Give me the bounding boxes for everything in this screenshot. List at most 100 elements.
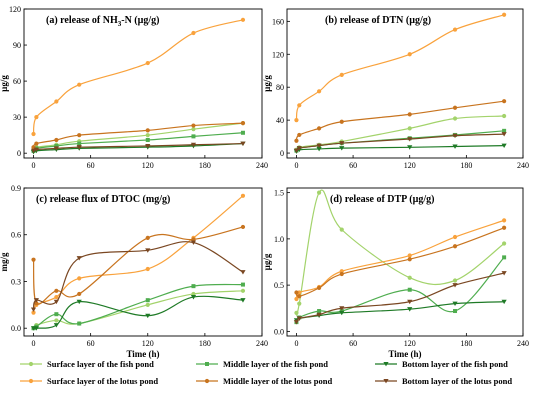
data-point [502, 218, 507, 223]
series-surface-layer-of-the-fish-pond [294, 189, 507, 316]
data-point [145, 235, 150, 240]
data-point [54, 294, 59, 300]
data-point [297, 294, 302, 299]
data-point [407, 257, 412, 262]
y-axis-label: µg/g [262, 75, 272, 92]
y-tick-label: 1.0 [274, 235, 284, 244]
data-point [76, 145, 82, 150]
data-point [453, 309, 458, 314]
data-point [294, 296, 299, 302]
data-point [190, 142, 197, 148]
series-line [295, 14, 505, 121]
data-point [407, 299, 413, 305]
data-point [316, 285, 322, 290]
data-point [339, 72, 344, 77]
data-point [77, 82, 82, 87]
chart-title: (a) release of NH3-N (µg/g) [46, 15, 160, 28]
data-point [191, 134, 196, 139]
x-tick-label: 0 [294, 161, 298, 170]
series-line [33, 283, 243, 329]
y-tick-label: 160 [272, 17, 284, 26]
data-point [501, 132, 507, 137]
data-point [77, 133, 82, 138]
data-point [407, 145, 413, 150]
data-point [452, 244, 458, 249]
x-tick-label: 60 [87, 339, 95, 348]
y-tick-label: 120 [9, 5, 21, 14]
legend-item: Bottom layer of the lotus pond [375, 376, 512, 386]
data-point [316, 89, 322, 94]
data-point [31, 257, 36, 262]
data-point [452, 283, 458, 288]
x-tick-label: 120 [142, 339, 154, 348]
data-point [30, 307, 37, 312]
legend-label: Middle layer of the fish pond [223, 359, 328, 369]
x-axis-label: Time (h) [388, 349, 421, 359]
x-tick-label: 120 [404, 339, 416, 348]
chart-panel-4: 0 60 120 180 240 0.0 0.5 1.0 1.5 µg/g Time (h) (d) … [262, 187, 529, 359]
series-surface-layer-of-the-lotus-pond [294, 12, 507, 123]
data-point [293, 320, 300, 325]
data-point [77, 276, 82, 281]
data-point [407, 275, 412, 280]
legend-item: Bottom layer of the fish pond [375, 359, 508, 369]
x-tick-label: 240 [256, 339, 268, 348]
data-point [502, 255, 507, 260]
data-point [33, 326, 39, 331]
data-point [452, 301, 458, 307]
series-middle-layer-of-the-lotus-pond [294, 225, 507, 299]
y-tick-label: 0.6 [11, 231, 21, 240]
data-point [145, 60, 150, 66]
y-tick-label: 0.0 [274, 327, 284, 336]
data-point [294, 138, 299, 143]
x-tick-label: 240 [517, 339, 529, 348]
data-point [54, 137, 59, 143]
legend-item: Middle layer of the fish pond [196, 359, 328, 369]
data-point [145, 248, 151, 253]
x-tick-label: 60 [87, 161, 95, 170]
x-tick-label: 180 [460, 339, 472, 348]
data-point [34, 141, 39, 146]
data-point [54, 143, 59, 148]
data-point [407, 112, 412, 117]
data-point [191, 30, 196, 36]
data-point [407, 287, 412, 292]
legend-label: Middle layer of the lotus pond [223, 376, 332, 386]
series-line [295, 219, 505, 300]
series-bottom-layer-of-the-lotus-pond [293, 132, 507, 153]
series-bottom-layer-of-the-lotus-pond [30, 240, 246, 312]
data-point [502, 113, 507, 119]
legend-marker [383, 379, 389, 384]
series-line [295, 227, 505, 297]
series-middle-layer-of-the-fish-pond [294, 255, 507, 325]
legend-item: Surface layer of the lotus pond [20, 376, 158, 386]
y-tick-label: 0 [17, 149, 21, 158]
series-bottom-layer-of-the-fish-pond [30, 295, 246, 331]
data-point [296, 316, 302, 321]
data-point [407, 52, 412, 57]
data-point [145, 298, 150, 303]
data-point [34, 301, 39, 306]
data-point [452, 234, 458, 240]
data-point [54, 312, 59, 317]
series-line [33, 295, 243, 330]
data-point [294, 290, 299, 295]
plot-frame [23, 187, 263, 337]
data-point [145, 313, 151, 319]
y-tick-label: 120 [272, 50, 284, 59]
legend-label: Bottom layer of the fish pond [402, 359, 508, 369]
legend-marker [383, 362, 389, 367]
data-point [190, 240, 197, 245]
y-tick-label: 0.0 [11, 324, 21, 333]
data-point [77, 141, 82, 146]
x-tick-label: 180 [460, 161, 472, 170]
y-tick-label: 30 [13, 113, 21, 122]
plot-frame [286, 8, 524, 159]
data-point [240, 224, 246, 230]
y-tick-label: 0.5 [274, 281, 284, 290]
data-point [501, 271, 507, 276]
legend-label: Bottom layer of the lotus pond [402, 376, 512, 386]
data-point [317, 309, 322, 314]
x-tick-label: 180 [199, 339, 211, 348]
data-point [502, 99, 507, 104]
